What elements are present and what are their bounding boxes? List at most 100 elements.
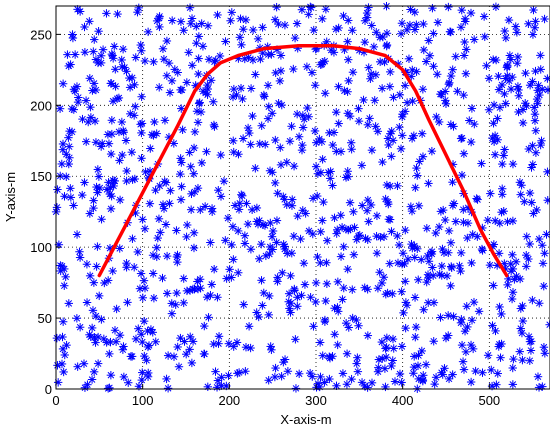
scatter-point <box>421 360 431 369</box>
scatter-point <box>440 364 449 373</box>
scatter-point <box>466 377 476 387</box>
scatter-point <box>160 177 169 186</box>
scatter-point <box>465 116 474 125</box>
scatter-point <box>221 236 230 245</box>
scatter-point <box>58 79 68 88</box>
scatter-point <box>150 117 159 127</box>
scatter-point <box>522 250 531 260</box>
scatter-point <box>502 63 512 72</box>
scatter-point <box>334 82 343 91</box>
scatter-point <box>379 232 389 241</box>
scatter-point <box>93 332 103 342</box>
scatter-point <box>459 90 468 100</box>
scatter-point <box>232 338 242 347</box>
scatter-point <box>397 378 406 387</box>
scatter-point <box>386 129 395 138</box>
scatter-point <box>176 154 185 163</box>
scatter-point <box>149 293 159 303</box>
scatter-point <box>350 223 359 232</box>
scatter-point <box>338 369 348 378</box>
scatter-point <box>378 157 387 167</box>
scatter-point <box>125 83 135 92</box>
scatter-point <box>137 119 147 128</box>
scatter-point <box>78 190 87 200</box>
scatter-point <box>471 366 480 376</box>
scatter-point <box>268 226 278 236</box>
scatter-point <box>188 61 197 70</box>
scatter-point <box>87 323 97 333</box>
scatter-point <box>322 258 331 267</box>
scatter-point <box>267 109 277 118</box>
scatter-point <box>94 27 103 36</box>
scatter-point <box>518 355 527 365</box>
scatter-point <box>520 197 529 206</box>
scatter-point <box>304 112 313 121</box>
scatter-point <box>508 380 518 389</box>
scatter-point <box>514 107 523 117</box>
scatter-point <box>119 128 128 137</box>
scatter-point <box>163 351 173 360</box>
scatter-point <box>53 378 63 387</box>
scatter-point <box>515 347 524 356</box>
scatter-point <box>469 297 479 307</box>
scatter-point <box>512 28 522 37</box>
scatter-point <box>60 192 69 201</box>
scatter-point <box>185 3 195 12</box>
scatter-point <box>121 136 131 145</box>
scatter-point <box>80 178 89 187</box>
scatter-point <box>248 55 258 65</box>
scatter-point <box>309 25 318 35</box>
scatter-point <box>311 297 320 307</box>
scatter-point <box>85 209 95 218</box>
scatter-point <box>138 368 147 377</box>
scatter-point <box>135 284 145 293</box>
y-tick-label: 250 <box>30 27 52 42</box>
scatter-point <box>89 47 98 56</box>
scatter-point <box>180 337 189 346</box>
scatter-point <box>543 167 550 176</box>
scatter-point <box>410 253 419 262</box>
scatter-point <box>97 215 106 224</box>
scatter-point <box>396 144 406 154</box>
scatter-point <box>104 178 113 187</box>
scatter-point <box>516 190 525 199</box>
scatter-point <box>130 174 139 184</box>
scatter-point <box>390 377 400 386</box>
scatter-point <box>252 308 261 317</box>
scatter-point <box>282 158 291 167</box>
scatter-point <box>508 216 518 226</box>
scatter-point <box>352 315 361 325</box>
scatter-point <box>328 181 337 190</box>
scatter-point <box>238 94 247 104</box>
scatter-point <box>466 137 476 147</box>
scatter-point <box>179 26 188 35</box>
scatter-point <box>466 8 476 18</box>
scatter-point <box>165 199 174 208</box>
scatter-point <box>370 96 379 105</box>
scatter-point <box>234 150 243 159</box>
scatter-point <box>375 268 384 277</box>
scatter-point <box>393 181 402 191</box>
scatter-point <box>292 109 302 119</box>
scatter-point <box>381 194 390 204</box>
scatter-point <box>272 238 281 247</box>
scatter-point <box>306 293 315 302</box>
scatter-point <box>75 7 85 16</box>
scatter-point <box>272 2 281 12</box>
scatter-point <box>325 374 334 384</box>
scatter-point <box>137 375 146 385</box>
scatter-point <box>75 253 85 262</box>
scatter-point <box>346 138 356 147</box>
scatter-point <box>463 322 472 332</box>
scatter-point <box>155 83 164 92</box>
scatter-point <box>401 277 410 286</box>
scatter-point <box>373 284 383 293</box>
scatter-point <box>430 379 439 389</box>
scatter-point <box>459 218 468 227</box>
scatter-point <box>493 369 502 378</box>
scatter-point <box>497 208 506 217</box>
scatter-point <box>255 254 264 263</box>
scatter-point <box>397 287 406 296</box>
scatter-point <box>89 203 98 213</box>
scatter-point <box>91 85 101 95</box>
